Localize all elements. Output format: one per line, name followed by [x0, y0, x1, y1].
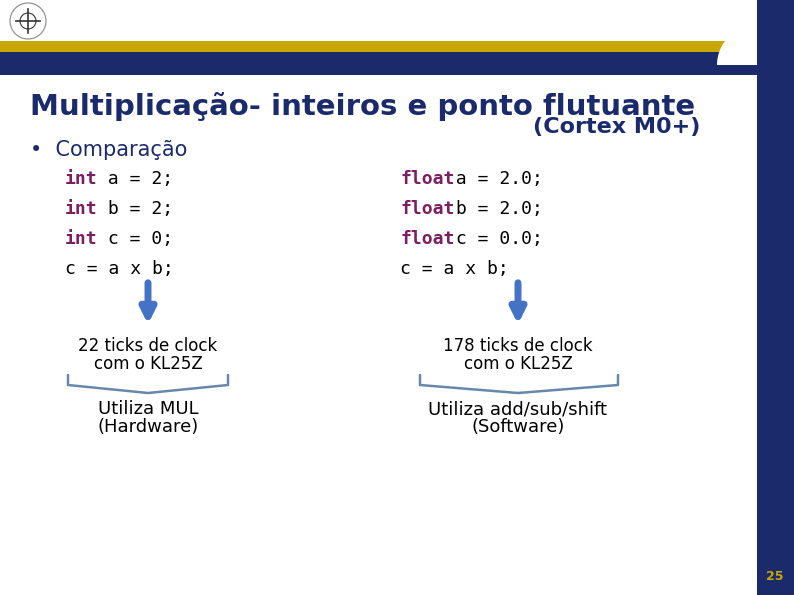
Text: float: float — [400, 200, 454, 218]
Text: a = 2.0;: a = 2.0; — [445, 170, 543, 188]
Bar — [0, 52, 757, 75]
Text: com o KL25Z: com o KL25Z — [94, 355, 202, 373]
Wedge shape — [717, 25, 757, 65]
Text: (Cortex M0+): (Cortex M0+) — [533, 117, 700, 137]
Bar — [0, 0, 757, 41]
Text: Utiliza MUL: Utiliza MUL — [98, 400, 198, 418]
Text: a = 2;: a = 2; — [97, 170, 173, 188]
Text: float: float — [400, 170, 454, 188]
Text: c = 0;: c = 0; — [97, 230, 173, 248]
Text: com o KL25Z: com o KL25Z — [464, 355, 572, 373]
Circle shape — [10, 3, 46, 39]
Text: int: int — [65, 170, 98, 188]
Bar — [0, 41, 757, 52]
Text: (Hardware): (Hardware) — [98, 418, 198, 436]
Text: 178 ticks de clock: 178 ticks de clock — [443, 337, 593, 355]
Text: Multiplicação- inteiros e ponto flutuante: Multiplicação- inteiros e ponto flutuant… — [30, 92, 695, 121]
Text: 25: 25 — [766, 570, 784, 583]
Text: int: int — [65, 230, 98, 248]
Text: Utiliza add/sub/shift: Utiliza add/sub/shift — [429, 400, 607, 418]
Bar — [757, 0, 794, 595]
Text: (Software): (Software) — [472, 418, 565, 436]
Text: b = 2.0;: b = 2.0; — [445, 200, 543, 218]
Text: b = 2;: b = 2; — [97, 200, 173, 218]
Text: c = a x b;: c = a x b; — [65, 260, 174, 278]
Text: float: float — [400, 230, 454, 248]
Text: c = a x b;: c = a x b; — [400, 260, 509, 278]
Text: 22 ticks de clock: 22 ticks de clock — [79, 337, 218, 355]
Text: c = 0.0;: c = 0.0; — [445, 230, 543, 248]
Text: int: int — [65, 200, 98, 218]
Text: •  Comparação: • Comparação — [30, 140, 187, 160]
